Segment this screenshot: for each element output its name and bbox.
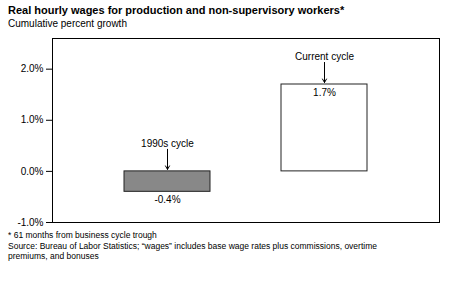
svg-text:-1.0%: -1.0% <box>17 217 43 228</box>
html-text:Real hourly wages for producti: Real hourly wages for production and non… <box>8 4 345 16</box>
html-text:premiums, and bonuses: premiums, and bonuses <box>8 251 99 261</box>
svg-text:1.0%: 1.0% <box>21 114 44 125</box>
svg-text:1990s cycle: 1990s cycle <box>141 138 194 149</box>
svg-text:1.7%: 1.7% <box>313 87 336 98</box>
html-text:Cumulative percent growth: Cumulative percent growth <box>8 18 127 29</box>
html-text:Source: Bureau of Labor Statis: Source: Bureau of Labor Statistics; “wag… <box>8 240 377 251</box>
html-text:* 61 months from business cycl: * 61 months from business cycle trough <box>8 230 157 240</box>
svg-text:-0.4%: -0.4% <box>154 194 180 205</box>
svg-text:2.0%: 2.0% <box>21 63 44 74</box>
svg-text:0.0%: 0.0% <box>21 166 44 177</box>
svg-text:Current cycle: Current cycle <box>295 51 354 62</box>
